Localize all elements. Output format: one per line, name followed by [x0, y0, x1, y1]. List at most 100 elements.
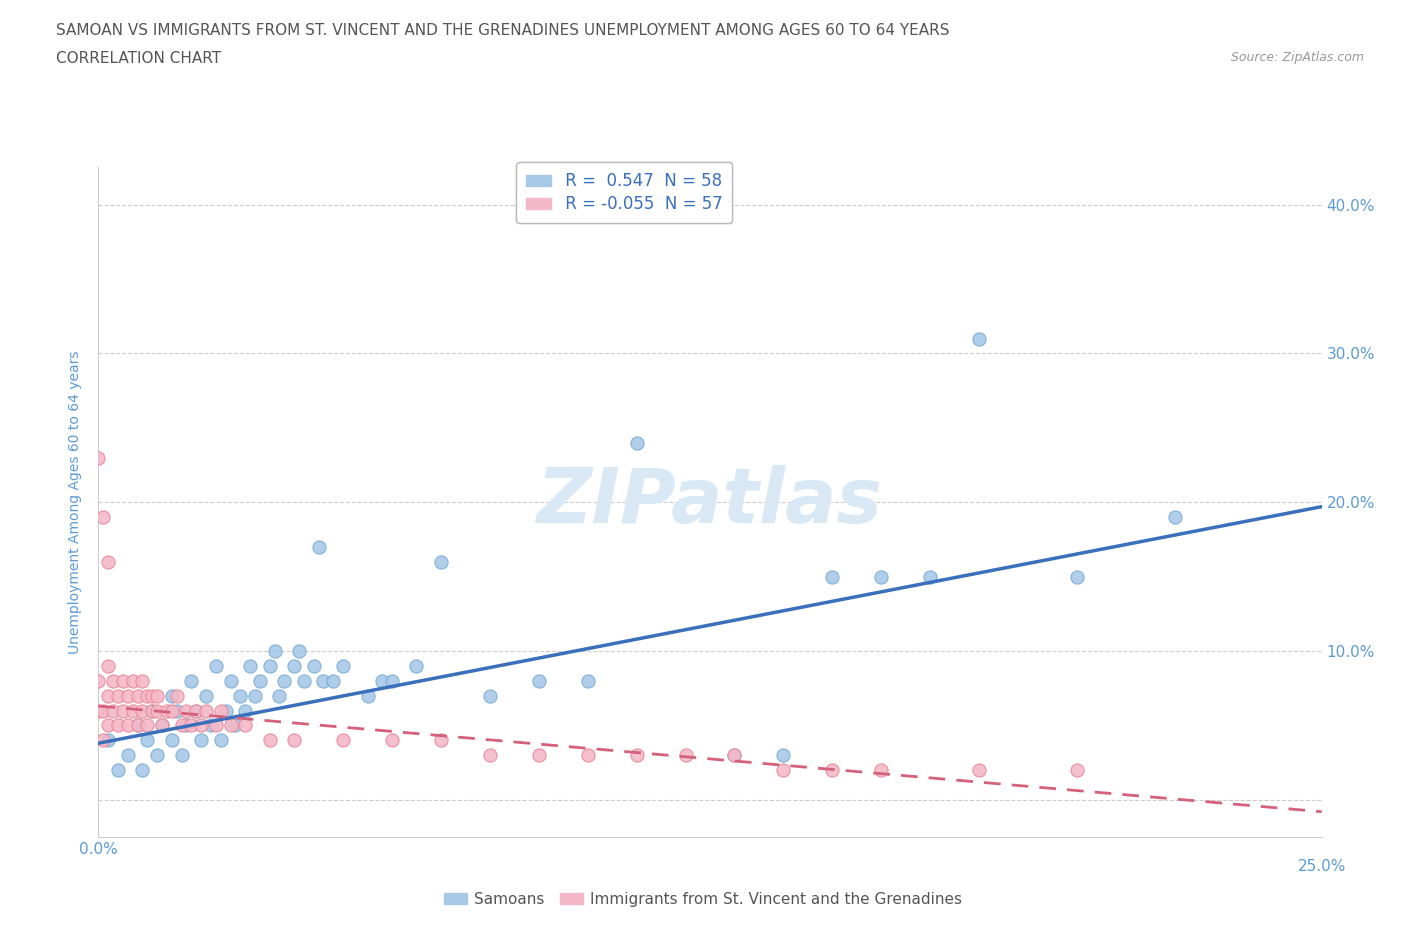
Point — [920, 569, 942, 584]
Point — [190, 718, 212, 733]
Point — [97, 718, 120, 733]
Point — [1066, 569, 1088, 584]
Point — [332, 658, 354, 673]
Text: Source: ZipAtlas.com: Source: ZipAtlas.com — [1230, 51, 1364, 64]
Point — [209, 733, 232, 748]
Point — [288, 644, 311, 658]
Point — [527, 673, 550, 688]
Point — [229, 688, 252, 703]
Point — [269, 688, 291, 703]
Point — [101, 673, 124, 688]
Point — [322, 673, 344, 688]
Point — [527, 748, 550, 763]
Point — [180, 673, 202, 688]
Point — [576, 748, 599, 763]
Point — [170, 718, 193, 733]
Point — [772, 763, 794, 777]
Point — [200, 718, 222, 733]
Point — [97, 658, 120, 673]
Point — [195, 688, 218, 703]
Point — [97, 554, 120, 569]
Point — [259, 733, 281, 748]
Point — [121, 673, 143, 688]
Point — [576, 673, 599, 688]
Point — [1164, 510, 1187, 525]
Point — [273, 673, 295, 688]
Point — [430, 554, 453, 569]
Point — [136, 733, 159, 748]
Text: ZIPatlas: ZIPatlas — [537, 465, 883, 539]
Point — [87, 673, 110, 688]
Point — [371, 673, 394, 688]
Point — [219, 718, 242, 733]
Point — [117, 748, 139, 763]
Point — [312, 673, 335, 688]
Point — [233, 703, 256, 718]
Point — [195, 703, 218, 718]
Point — [101, 703, 124, 718]
Point — [117, 718, 139, 733]
Point — [141, 703, 163, 718]
Point — [283, 733, 305, 748]
Point — [111, 703, 134, 718]
Legend: Samoans, Immigrants from St. Vincent and the Grenadines: Samoans, Immigrants from St. Vincent and… — [437, 886, 969, 913]
Point — [259, 658, 281, 673]
Point — [723, 748, 745, 763]
Point — [430, 733, 453, 748]
Point — [91, 510, 114, 525]
Point — [239, 658, 262, 673]
Point — [127, 688, 149, 703]
Point — [308, 539, 330, 554]
Point — [283, 658, 305, 673]
Text: SAMOAN VS IMMIGRANTS FROM ST. VINCENT AND THE GRENADINES UNEMPLOYMENT AMONG AGES: SAMOAN VS IMMIGRANTS FROM ST. VINCENT AN… — [56, 23, 949, 38]
Point — [166, 703, 188, 718]
Point — [166, 688, 188, 703]
Point — [405, 658, 427, 673]
Point — [141, 688, 163, 703]
Point — [219, 673, 242, 688]
Point — [127, 718, 149, 733]
Point — [821, 569, 844, 584]
Point — [146, 703, 169, 718]
Point — [626, 435, 648, 450]
Point — [967, 763, 990, 777]
Point — [209, 703, 232, 718]
Point — [302, 658, 325, 673]
Point — [97, 688, 120, 703]
Point — [626, 748, 648, 763]
Point — [772, 748, 794, 763]
Text: 25.0%: 25.0% — [1298, 859, 1346, 874]
Point — [478, 688, 501, 703]
Point — [91, 703, 114, 718]
Point — [160, 733, 183, 748]
Point — [146, 748, 169, 763]
Point — [292, 673, 315, 688]
Point — [967, 331, 990, 346]
Point — [91, 733, 114, 748]
Point — [127, 718, 149, 733]
Point — [332, 733, 354, 748]
Point — [136, 718, 159, 733]
Point — [186, 703, 208, 718]
Point — [131, 673, 153, 688]
Y-axis label: Unemployment Among Ages 60 to 64 years: Unemployment Among Ages 60 to 64 years — [69, 351, 83, 654]
Point — [107, 688, 129, 703]
Point — [156, 703, 179, 718]
Point — [97, 733, 120, 748]
Point — [224, 718, 246, 733]
Point — [150, 718, 173, 733]
Point — [381, 733, 404, 748]
Point — [107, 718, 129, 733]
Point — [146, 688, 169, 703]
Text: CORRELATION CHART: CORRELATION CHART — [56, 51, 221, 66]
Point — [870, 569, 893, 584]
Point — [176, 718, 198, 733]
Point — [87, 450, 110, 465]
Point — [870, 763, 893, 777]
Point — [180, 718, 202, 733]
Point — [170, 748, 193, 763]
Point — [160, 688, 183, 703]
Legend:  R =  0.547  N = 58,  R = -0.055  N = 57: R = 0.547 N = 58, R = -0.055 N = 57 — [516, 163, 733, 223]
Point — [136, 688, 159, 703]
Point — [186, 703, 208, 718]
